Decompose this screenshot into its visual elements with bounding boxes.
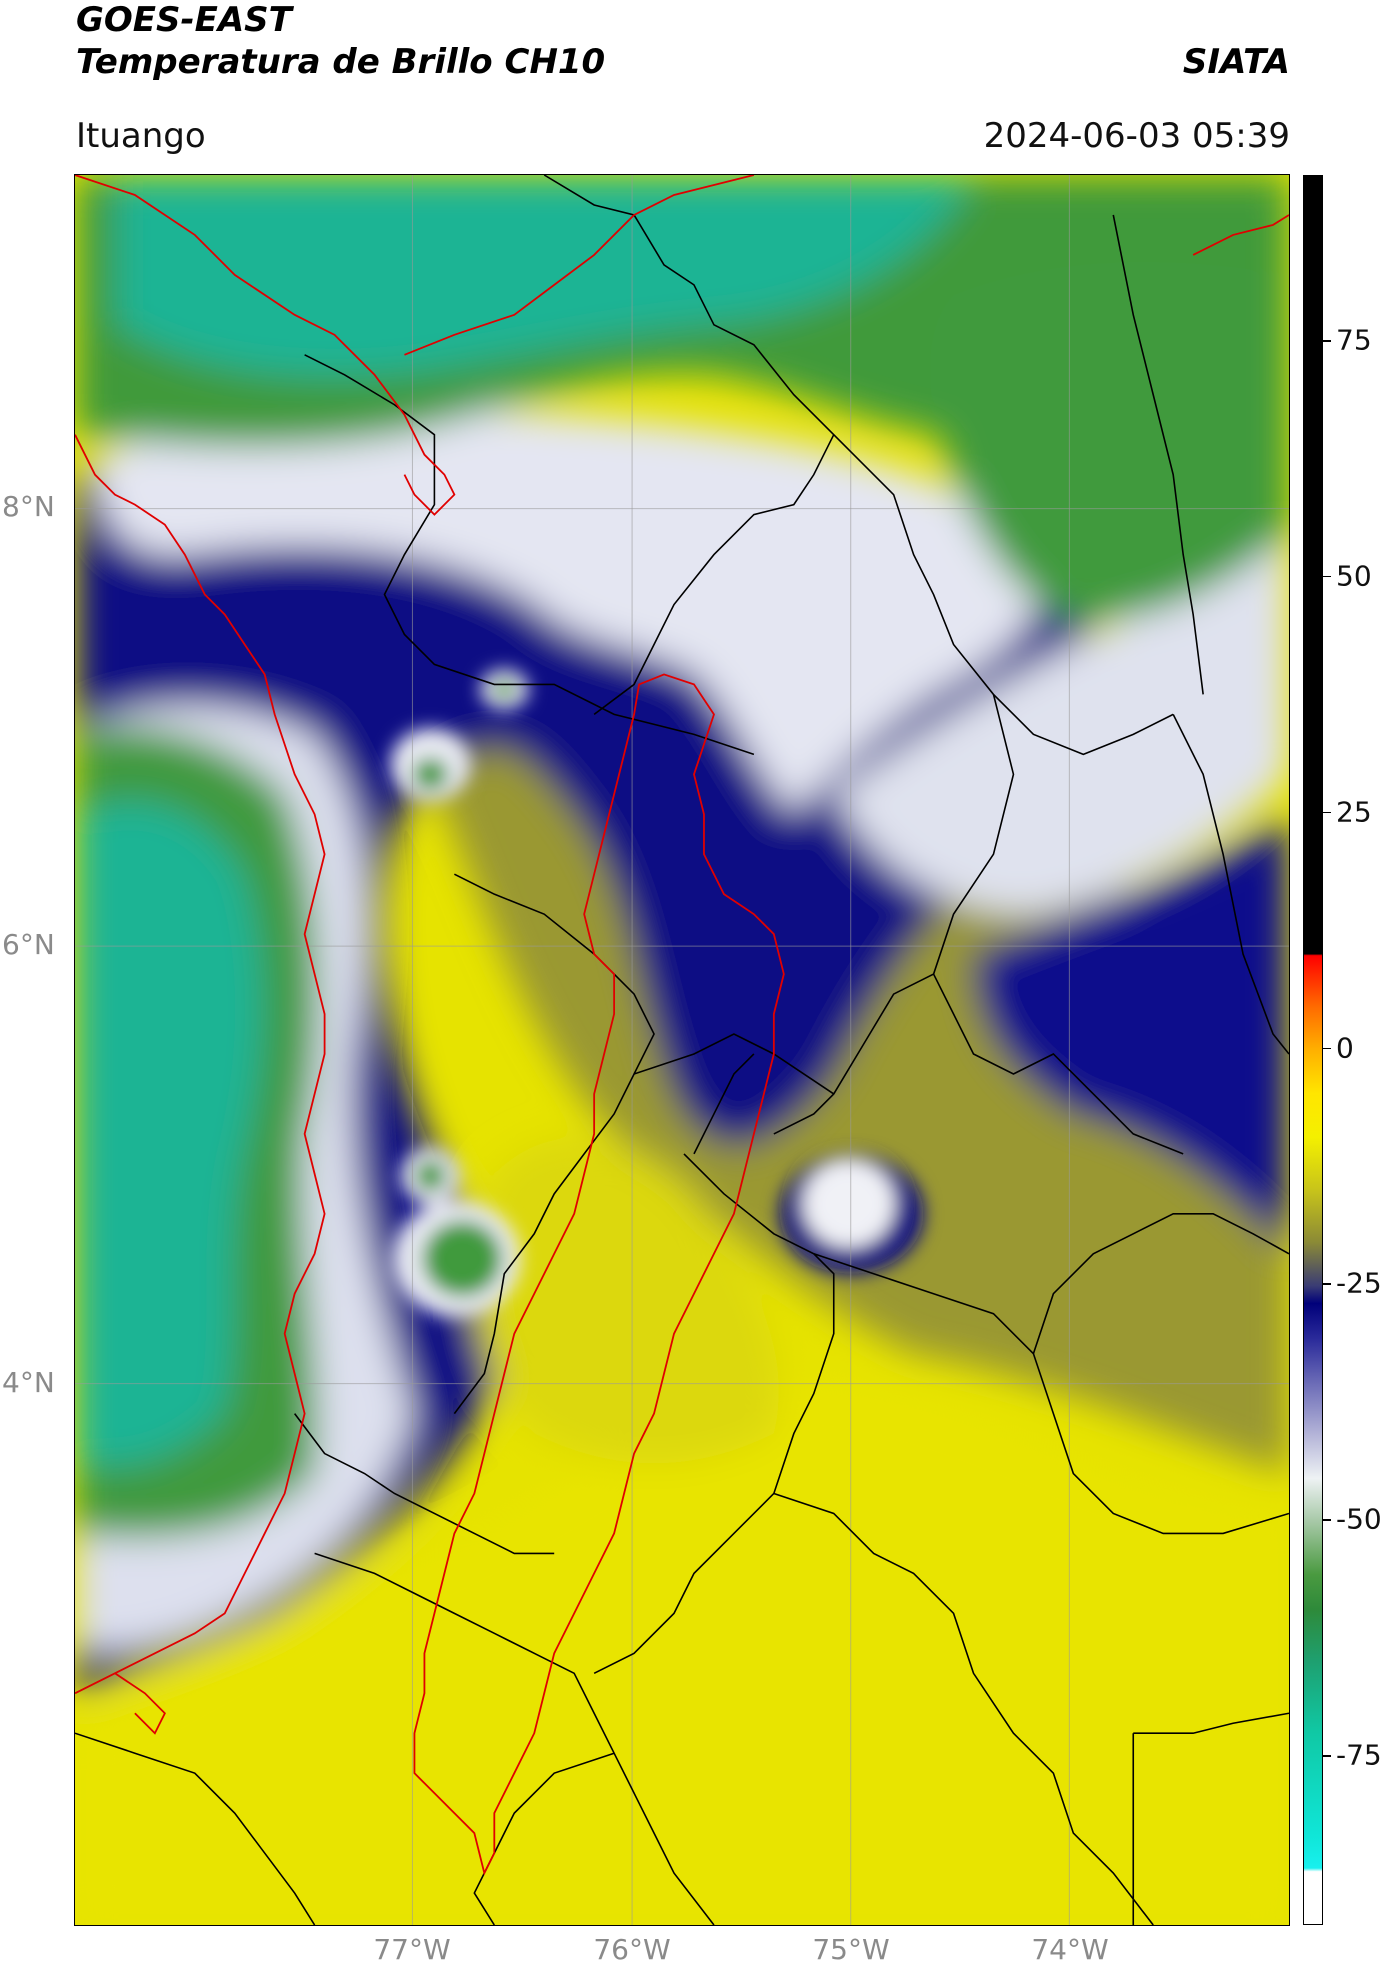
boundary-16: [473, 1752, 615, 1925]
deep-convection-east: [973, 814, 1289, 1254]
gridlines: [75, 175, 1289, 1925]
coastline-northwest: [75, 434, 326, 1695]
colorbar-tick-label: -75: [1336, 1738, 1382, 1772]
lon-label-76w: 76°W: [593, 1933, 671, 1966]
antioquia-outline: [413, 673, 785, 1876]
figure-subtitle: Temperatura de Brillo CH10: [76, 42, 606, 82]
boundary-15: [75, 1732, 316, 1925]
boundary-20: [693, 1053, 755, 1155]
teal-sea-north: [114, 175, 974, 378]
green-region-northeast: [929, 261, 1289, 620]
boundary-8: [453, 873, 655, 1415]
colorbar-tick-label: -25: [1336, 1266, 1382, 1300]
warm-center: [473, 1137, 780, 1464]
boundary-11: [813, 1253, 1289, 1535]
lon-label-74w: 74°W: [1031, 1933, 1109, 1966]
colorbar-tick: [1323, 1283, 1331, 1285]
boundary-5: [773, 973, 934, 1135]
colorbar-tick-label: 75: [1336, 323, 1372, 357]
colorbar-tick-label: -50: [1336, 1502, 1382, 1536]
cell-core-3: [414, 1159, 447, 1192]
colorbar-tick-label: 25: [1336, 795, 1372, 829]
cell-core-1: [802, 1159, 895, 1248]
coastline-southwest: [114, 1672, 166, 1735]
pale-cloud-east: [833, 534, 1289, 915]
colorbar-tick: [1323, 811, 1331, 814]
colorbar-tick-label: 50: [1336, 559, 1372, 593]
boundary-10: [593, 1153, 835, 1675]
colorbar-tick: [1323, 340, 1331, 342]
boundary-9: [633, 1033, 835, 1095]
lon-label-75w: 75°W: [812, 1933, 890, 1966]
teal-sea-west: [75, 800, 264, 1468]
cloud-field: [75, 175, 1289, 1925]
boundary-1: [543, 175, 1174, 756]
boundary-6: [1112, 214, 1204, 695]
boundary-12: [1032, 1213, 1289, 1354]
pale-cloud-north: [94, 405, 1047, 815]
warm-south: [75, 1380, 1289, 1925]
boundary-19: [293, 1413, 555, 1555]
coastline-north: [75, 175, 456, 516]
lat-label-6n: 6°N: [2, 928, 55, 961]
coastline-northeast: [1192, 214, 1289, 256]
satellite-map: [74, 174, 1290, 1926]
cell-core-4: [412, 758, 449, 791]
boundary-7: [1172, 714, 1289, 1055]
figure-title: GOES-EAST: [76, 0, 292, 40]
lat-label-4n: 4°N: [2, 1366, 55, 1399]
timestamp-label: 2024-06-03 05:39: [983, 116, 1290, 156]
colorbar-tick: [1323, 1047, 1331, 1050]
cell-core-2: [422, 1220, 503, 1297]
boundary-14: [314, 1552, 715, 1925]
boundary-17: [1133, 1712, 1289, 1735]
colorbar-tick: [1323, 575, 1331, 578]
boundary-4: [932, 694, 1184, 1155]
colorbar: [1303, 175, 1323, 1925]
lon-label-77w: 77°W: [373, 1933, 451, 1966]
map-canvas: [75, 175, 1289, 1925]
lat-label-8n: 8°N: [2, 490, 55, 523]
organization-label: SIATA: [1182, 42, 1290, 82]
isolated-cells: [390, 669, 924, 1317]
boundary-3: [593, 434, 835, 716]
cell-core-5: [492, 679, 517, 700]
colorbar-tick-label: 0: [1336, 1031, 1354, 1065]
boundary-13: [773, 1492, 1154, 1925]
colorbar-tick: [1323, 1755, 1331, 1757]
region-label: Ituango: [76, 116, 206, 156]
colorbar-tick: [1323, 1519, 1331, 1521]
antioquia-boundary: [75, 175, 1289, 1876]
coastline-caribbean: [404, 175, 755, 356]
